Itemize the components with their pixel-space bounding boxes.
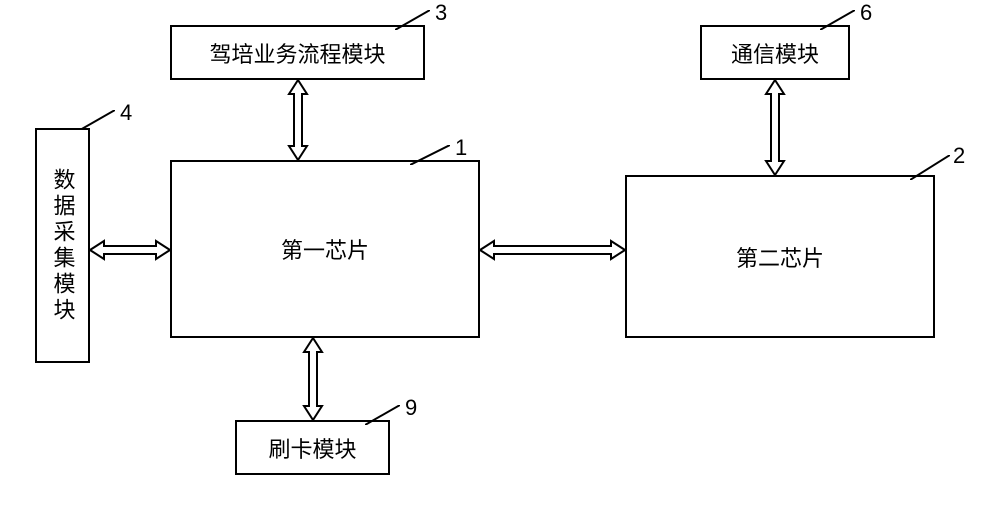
box-card-swipe-label: 刷卡模块	[268, 432, 356, 464]
box-chip2-label: 第二芯片	[736, 241, 824, 273]
callout-label-9: 9	[405, 395, 417, 421]
box-communication-label: 通信模块	[731, 37, 819, 69]
callout-line-9	[365, 405, 400, 425]
box-data-collection-label: 数据采集模块	[47, 168, 79, 324]
callout-label-3: 3	[435, 0, 447, 26]
box-training-process: 驾培业务流程模块	[170, 25, 425, 80]
callout-label-4: 4	[120, 100, 132, 126]
box-chip2: 第二芯片	[625, 175, 935, 338]
callout-line-4	[80, 110, 115, 130]
callout-label-6: 6	[860, 0, 872, 26]
arrow-box4-box1	[90, 235, 170, 265]
box-chip1-label: 第一芯片	[281, 233, 369, 265]
callout-line-1	[410, 145, 450, 165]
callout-label-2: 2	[953, 143, 965, 169]
callout-line-3	[395, 10, 430, 30]
arrow-box1-box9	[298, 338, 328, 420]
arrow-box1-box2	[480, 235, 625, 265]
box-communication: 通信模块	[700, 25, 850, 80]
callout-line-2	[910, 155, 950, 180]
box-data-collection: 数据采集模块	[35, 128, 90, 363]
callout-line-6	[820, 10, 855, 30]
arrow-box6-box2	[760, 80, 790, 175]
box-chip1: 第一芯片	[170, 160, 480, 338]
arrow-box3-box1	[283, 80, 313, 160]
callout-label-1: 1	[455, 135, 467, 161]
box-training-process-label: 驾培业务流程模块	[209, 37, 385, 69]
box-card-swipe: 刷卡模块	[235, 420, 390, 475]
